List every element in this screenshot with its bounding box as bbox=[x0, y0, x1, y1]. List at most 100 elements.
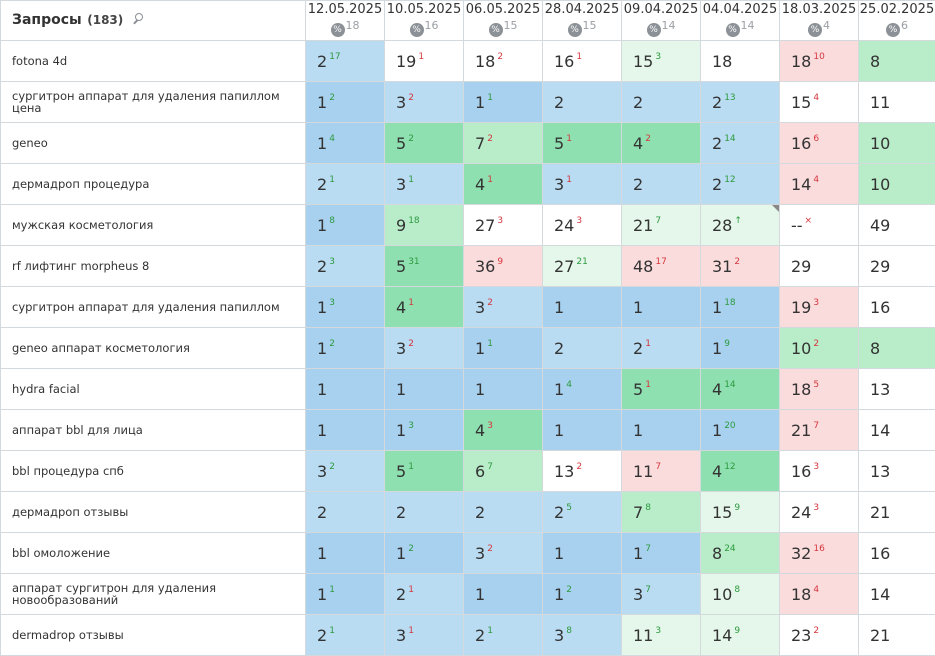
position-cell[interactable]: 16 bbox=[858, 286, 935, 328]
position-cell[interactable]: 2 bbox=[463, 491, 543, 533]
date-column-header[interactable]: 25.02.2025% 6 bbox=[858, 0, 935, 41]
query-cell[interactable]: dermadrop отзывы bbox=[0, 614, 306, 656]
position-cell[interactable]: 1 bbox=[305, 368, 385, 410]
position-cell[interactable]: 49 bbox=[858, 204, 935, 246]
percent-icon[interactable]: % bbox=[808, 22, 822, 37]
position-cell[interactable]: 13 bbox=[858, 368, 935, 410]
date-column-header[interactable]: 10.05.2025% 16 bbox=[384, 0, 464, 41]
position-cell[interactable]: 16 1 bbox=[542, 40, 622, 82]
position-cell[interactable]: 2 bbox=[305, 491, 385, 533]
position-cell[interactable]: 2 bbox=[384, 491, 464, 533]
percent-icon[interactable]: % bbox=[488, 22, 503, 37]
query-cell[interactable]: fotona 4d bbox=[0, 40, 306, 82]
position-cell[interactable]: 8 bbox=[858, 327, 935, 369]
position-cell[interactable]: 4 14 bbox=[700, 368, 780, 410]
query-cell[interactable]: rf лифтинг morpheus 8 bbox=[0, 245, 306, 287]
position-cell[interactable]: 1 bbox=[621, 409, 701, 451]
position-cell[interactable]: 14 bbox=[858, 409, 935, 451]
percent-icon[interactable]: % bbox=[725, 22, 740, 37]
position-cell[interactable]: 1 bbox=[463, 573, 543, 615]
query-cell[interactable]: geneo bbox=[0, 122, 306, 164]
position-cell[interactable]: 11 bbox=[858, 81, 935, 123]
date-column-header[interactable]: 09.04.2025% 14 bbox=[621, 0, 701, 41]
position-cell[interactable]: 10 bbox=[858, 163, 935, 205]
position-cell[interactable]: 1 bbox=[542, 286, 622, 328]
position-cell[interactable]: 29 bbox=[858, 245, 935, 287]
position-cell[interactable]: 13 bbox=[858, 450, 935, 492]
position-cell[interactable]: 15 3 bbox=[621, 40, 701, 82]
position-cell[interactable]: -- × bbox=[779, 204, 859, 246]
query-cell[interactable]: hydra facial bbox=[0, 368, 306, 410]
query-cell[interactable]: сургитрон аппарат для удаления папиллом bbox=[0, 286, 306, 328]
position-cell[interactable]: 1 bbox=[463, 368, 543, 410]
position-cell[interactable]: 10 2 bbox=[779, 327, 859, 369]
query-cell[interactable]: bbl процедура спб bbox=[0, 450, 306, 492]
query-cell[interactable]: bbl омоложение bbox=[0, 532, 306, 574]
position-cell[interactable]: 13 2 bbox=[542, 450, 622, 492]
position-cell[interactable]: 4 12 bbox=[700, 450, 780, 492]
position-cell[interactable]: 28 ↑ bbox=[700, 204, 780, 246]
position-cell[interactable]: 14 4 bbox=[779, 163, 859, 205]
query-cell[interactable]: дермадроп процедура bbox=[0, 163, 306, 205]
query-cell[interactable]: geneo аппарат косметология bbox=[0, 327, 306, 369]
position-cell[interactable]: 19 3 bbox=[779, 286, 859, 328]
date-column-header[interactable]: 04.04.2025% 14 bbox=[700, 0, 780, 41]
date-column-header[interactable]: 06.05.2025% 15 bbox=[463, 0, 543, 41]
position-cell[interactable]: 19 1 bbox=[384, 40, 464, 82]
position-cell[interactable]: 1 bbox=[384, 368, 464, 410]
position-cell[interactable]: 1 20 bbox=[700, 409, 780, 451]
position-cell[interactable]: 36 9 bbox=[463, 245, 543, 287]
position-cell[interactable]: 18 2 bbox=[463, 40, 543, 82]
position-cell[interactable]: 11 7 bbox=[621, 450, 701, 492]
queries-header[interactable]: Запросы (183) bbox=[0, 0, 306, 41]
position-cell[interactable]: 1 bbox=[542, 409, 622, 451]
position-cell[interactable]: 11 3 bbox=[621, 614, 701, 656]
position-cell[interactable]: 8 24 bbox=[700, 532, 780, 574]
position-cell[interactable]: 32 16 bbox=[779, 532, 859, 574]
position-cell[interactable]: 2 bbox=[542, 81, 622, 123]
position-cell[interactable]: 10 8 bbox=[700, 573, 780, 615]
query-cell[interactable]: сургитрон аппарат для удаления папиллом … bbox=[0, 81, 306, 123]
search-icon[interactable] bbox=[133, 13, 144, 24]
position-cell[interactable]: 1 bbox=[305, 409, 385, 451]
position-cell[interactable]: 1 18 bbox=[700, 286, 780, 328]
percent-icon[interactable]: % bbox=[886, 22, 900, 37]
position-cell[interactable]: 14 bbox=[858, 573, 935, 615]
query-cell[interactable]: аппарат сургитрон для удаления новообраз… bbox=[0, 573, 306, 615]
position-cell[interactable]: 15 4 bbox=[779, 81, 859, 123]
position-cell[interactable]: 31 2 bbox=[700, 245, 780, 287]
query-cell[interactable]: мужская косметология bbox=[0, 204, 306, 246]
position-cell[interactable]: 9 18 bbox=[384, 204, 464, 246]
position-cell[interactable]: 5 31 bbox=[384, 245, 464, 287]
position-cell[interactable]: 18 bbox=[700, 40, 780, 82]
position-cell[interactable]: 2 bbox=[621, 163, 701, 205]
percent-icon[interactable]: % bbox=[646, 22, 661, 37]
